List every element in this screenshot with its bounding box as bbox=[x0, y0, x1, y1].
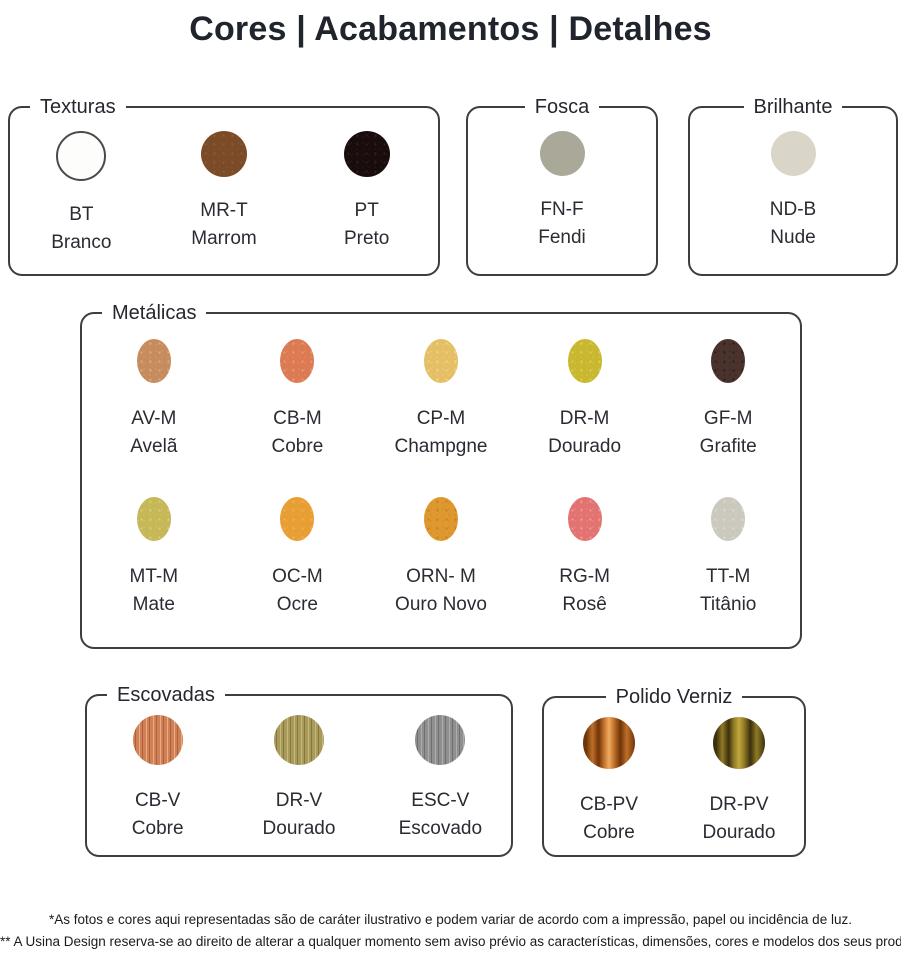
swatch-name: Cobre bbox=[131, 817, 184, 839]
page-title: Cores | Acabamentos | Detalhes bbox=[189, 10, 712, 48]
group-label-escovadas: Escovadas bbox=[117, 684, 215, 706]
swatch-name: Titânio bbox=[700, 593, 757, 615]
swatch-item-esc-v: ESC-V Escovado bbox=[370, 705, 511, 840]
color-swatch-cb-v bbox=[132, 715, 183, 765]
swatch-name: Avelã bbox=[130, 435, 178, 457]
color-swatch-dr-pv bbox=[713, 717, 765, 769]
group-box-metalicas: Metálicas AV-M Avelã CB-M Cobre CP-M Cha… bbox=[80, 303, 802, 649]
swatch-code: MR-T bbox=[200, 200, 248, 221]
color-swatch-oc-m bbox=[280, 497, 315, 541]
swatch-item-oc-m: OC-M Ocre bbox=[226, 481, 370, 616]
color-swatch-av-m bbox=[136, 339, 171, 383]
swatch-code: MT-M bbox=[129, 566, 179, 587]
color-swatch-orn-m bbox=[423, 497, 458, 541]
swatch-name: Fendi bbox=[538, 226, 586, 248]
color-swatch-gf-m bbox=[711, 339, 746, 383]
swatch-name: Mate bbox=[132, 593, 175, 615]
swatch-code: RG-M bbox=[559, 566, 610, 587]
swatch-code: OC-M bbox=[272, 566, 323, 587]
color-swatch-fn-f bbox=[539, 131, 585, 176]
group-box-polido-verniz: Polido Verniz CB-PV Cobre DR-PV Dourado bbox=[542, 687, 806, 857]
swatch-item-cp-m: CP-M Champgne bbox=[369, 323, 513, 458]
swatch-name: Dourado bbox=[702, 821, 776, 843]
swatch-item-cb-v: CB-V Cobre bbox=[87, 705, 228, 840]
swatch-code: TT-M bbox=[706, 566, 751, 587]
swatch-item-mr-t: MR-T Marrom bbox=[153, 117, 296, 250]
swatch-name: Escovado bbox=[398, 817, 483, 839]
color-swatch-pt bbox=[343, 131, 390, 177]
color-swatch-esc-v bbox=[415, 715, 466, 765]
swatch-code: CB-PV bbox=[579, 794, 639, 815]
swatch-code: CB-M bbox=[273, 408, 322, 429]
swatch-code: GF-M bbox=[703, 408, 753, 429]
swatch-name: Marrom bbox=[191, 227, 257, 249]
swatch-name: Dourado bbox=[548, 435, 622, 457]
swatch-item-bt: BT Branco bbox=[10, 117, 153, 254]
swatch-item-nd-b: ND-B Nude bbox=[690, 117, 896, 249]
swatch-code: CB-V bbox=[134, 790, 181, 811]
swatch-item-gf-m: GF-M Grafite bbox=[656, 323, 800, 458]
swatch-code: ND-B bbox=[769, 199, 817, 220]
color-swatch-dr-m bbox=[567, 339, 602, 383]
swatch-item-cb-pv: CB-PV Cobre bbox=[544, 707, 674, 844]
swatch-item-dr-v: DR-V Dourado bbox=[228, 705, 369, 840]
footnote-2: ** A Usina Design reserva-se ao direito … bbox=[0, 934, 901, 949]
color-swatch-cb-m bbox=[280, 339, 315, 383]
swatch-item-orn-m: ORN- M Ouro Novo bbox=[369, 481, 513, 616]
swatch-item-tt-m: TT-M Titânio bbox=[656, 481, 800, 616]
footnotes: *As fotos e cores aqui representadas são… bbox=[0, 905, 901, 949]
swatch-code: DR-PV bbox=[709, 794, 769, 815]
color-swatch-mr-t bbox=[200, 131, 247, 177]
swatch-item-mt-m: MT-M Mate bbox=[82, 481, 226, 616]
swatch-item-av-m: AV-M Avelã bbox=[82, 323, 226, 458]
swatch-item-dr-m: DR-M Dourado bbox=[513, 323, 657, 458]
swatch-code: BT bbox=[69, 204, 94, 225]
swatch-code: ESC-V bbox=[411, 790, 470, 811]
group-box-brilhante: Brilhante ND-B Nude bbox=[688, 97, 898, 276]
group-box-fosca: Fosca FN-F Fendi bbox=[466, 97, 658, 276]
swatch-code: ORN- M bbox=[406, 566, 476, 587]
color-swatch-bt bbox=[56, 131, 107, 181]
color-swatch-tt-m bbox=[711, 497, 746, 541]
color-swatch-mt-m bbox=[136, 497, 171, 541]
footnote-1: *As fotos e cores aqui representadas são… bbox=[49, 912, 852, 927]
swatch-code: AV-M bbox=[131, 408, 177, 429]
group-label-texturas: Texturas bbox=[40, 96, 116, 118]
group-box-escovadas: Escovadas CB-V Cobre DR-V Dourado ESC-V … bbox=[85, 685, 513, 857]
swatch-name: Branco bbox=[51, 231, 112, 253]
swatch-name: Dourado bbox=[262, 817, 336, 839]
group-label-polido-verniz: Polido Verniz bbox=[615, 686, 733, 708]
swatch-name: Preto bbox=[343, 227, 390, 249]
swatch-code: DR-M bbox=[559, 408, 610, 429]
color-swatch-cb-pv bbox=[583, 717, 635, 769]
swatch-item-rg-m: RG-M Rosê bbox=[513, 481, 657, 616]
swatch-code: PT bbox=[354, 200, 379, 221]
swatch-name: Champgne bbox=[394, 435, 488, 457]
swatch-name: Grafite bbox=[699, 435, 757, 457]
swatch-name: Nude bbox=[770, 226, 816, 248]
swatch-item-pt: PT Preto bbox=[295, 117, 438, 250]
swatch-item-dr-pv: DR-PV Dourado bbox=[674, 707, 804, 844]
swatch-code: FN-F bbox=[540, 199, 584, 220]
group-label-fosca: Fosca bbox=[534, 96, 590, 118]
color-swatch-rg-m bbox=[567, 497, 602, 541]
swatch-code: CP-M bbox=[416, 408, 466, 429]
group-label-metalicas: Metálicas bbox=[112, 302, 197, 324]
group-label-brilhante: Brilhante bbox=[753, 96, 833, 118]
swatch-code: DR-V bbox=[275, 790, 323, 811]
color-swatch-nd-b bbox=[770, 131, 816, 176]
swatch-name: Rosê bbox=[562, 593, 607, 615]
swatch-name: Cobre bbox=[271, 435, 324, 457]
swatch-item-cb-m: CB-M Cobre bbox=[226, 323, 370, 458]
swatch-name: Ocre bbox=[276, 593, 318, 615]
swatch-item-fn-f: FN-F Fendi bbox=[468, 117, 656, 249]
color-swatch-cp-m bbox=[423, 339, 458, 383]
swatch-name: Cobre bbox=[583, 821, 635, 843]
group-box-texturas: Texturas BT Branco MR-T Marrom PT Preto bbox=[8, 97, 440, 276]
swatch-name: Ouro Novo bbox=[395, 593, 487, 615]
color-swatch-dr-v bbox=[273, 715, 324, 765]
